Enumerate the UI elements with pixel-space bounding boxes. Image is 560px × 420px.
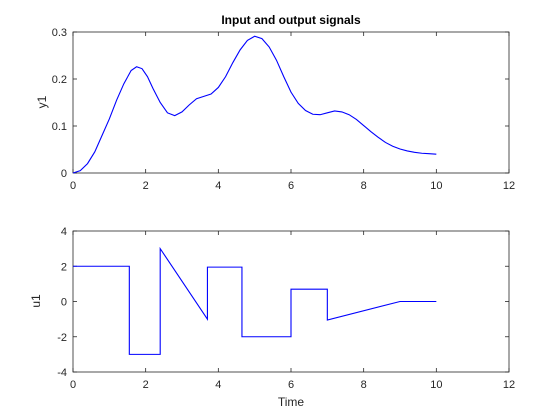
y-tick-label: -4	[57, 367, 67, 379]
series-line-y1	[72, 35, 437, 174]
ylabel-u1: u1	[29, 294, 43, 308]
upper-chart-y1: Input and output signals 0 2 4 6 8 10 12 0 0.1 0.…	[35, 13, 515, 192]
x-tick-label: 4	[215, 180, 221, 192]
y-tick-label: 2	[61, 261, 67, 273]
series-line-u1	[73, 246, 437, 355]
y-tick-label: 0	[61, 297, 67, 309]
x-tick-label: 6	[288, 379, 294, 391]
ticks-u1: 0 2 4 6 8 10 12 -4 -2 0 2 4	[57, 226, 515, 391]
lower-chart-u1: 0 2 4 6 8 10 12 -4 -2 0 2 4 u1 Time	[29, 226, 515, 409]
x-tick-label: 2	[143, 180, 149, 192]
x-tick-label: 8	[361, 180, 367, 192]
y-tick-label: 0.3	[52, 27, 67, 39]
x-tick-label: 0	[70, 180, 76, 192]
x-tick-label: 4	[215, 379, 221, 391]
x-tick-label: 12	[503, 379, 515, 391]
xlabel-time: Time	[278, 395, 305, 409]
plot-area-y1	[72, 31, 510, 174]
chart-title: Input and output signals	[221, 13, 361, 27]
x-tick-label: 2	[143, 379, 149, 391]
y-tick-label: 4	[61, 226, 67, 238]
ticks-y1: 0 2 4 6 8 10 12 0 0.1 0.2 0.3	[52, 27, 515, 192]
ylabel-y1: y1	[35, 95, 49, 108]
x-tick-label: 12	[503, 180, 515, 192]
x-tick-label: 10	[430, 180, 442, 192]
y-tick-label: 0.2	[52, 74, 67, 86]
y-tick-label: 0	[61, 168, 67, 180]
y-tick-label: 0.1	[52, 121, 67, 133]
x-tick-label: 0	[70, 379, 76, 391]
x-tick-label: 8	[361, 379, 367, 391]
x-tick-label: 6	[288, 180, 294, 192]
y-tick-label: -2	[57, 332, 67, 344]
x-tick-label: 10	[430, 379, 442, 391]
